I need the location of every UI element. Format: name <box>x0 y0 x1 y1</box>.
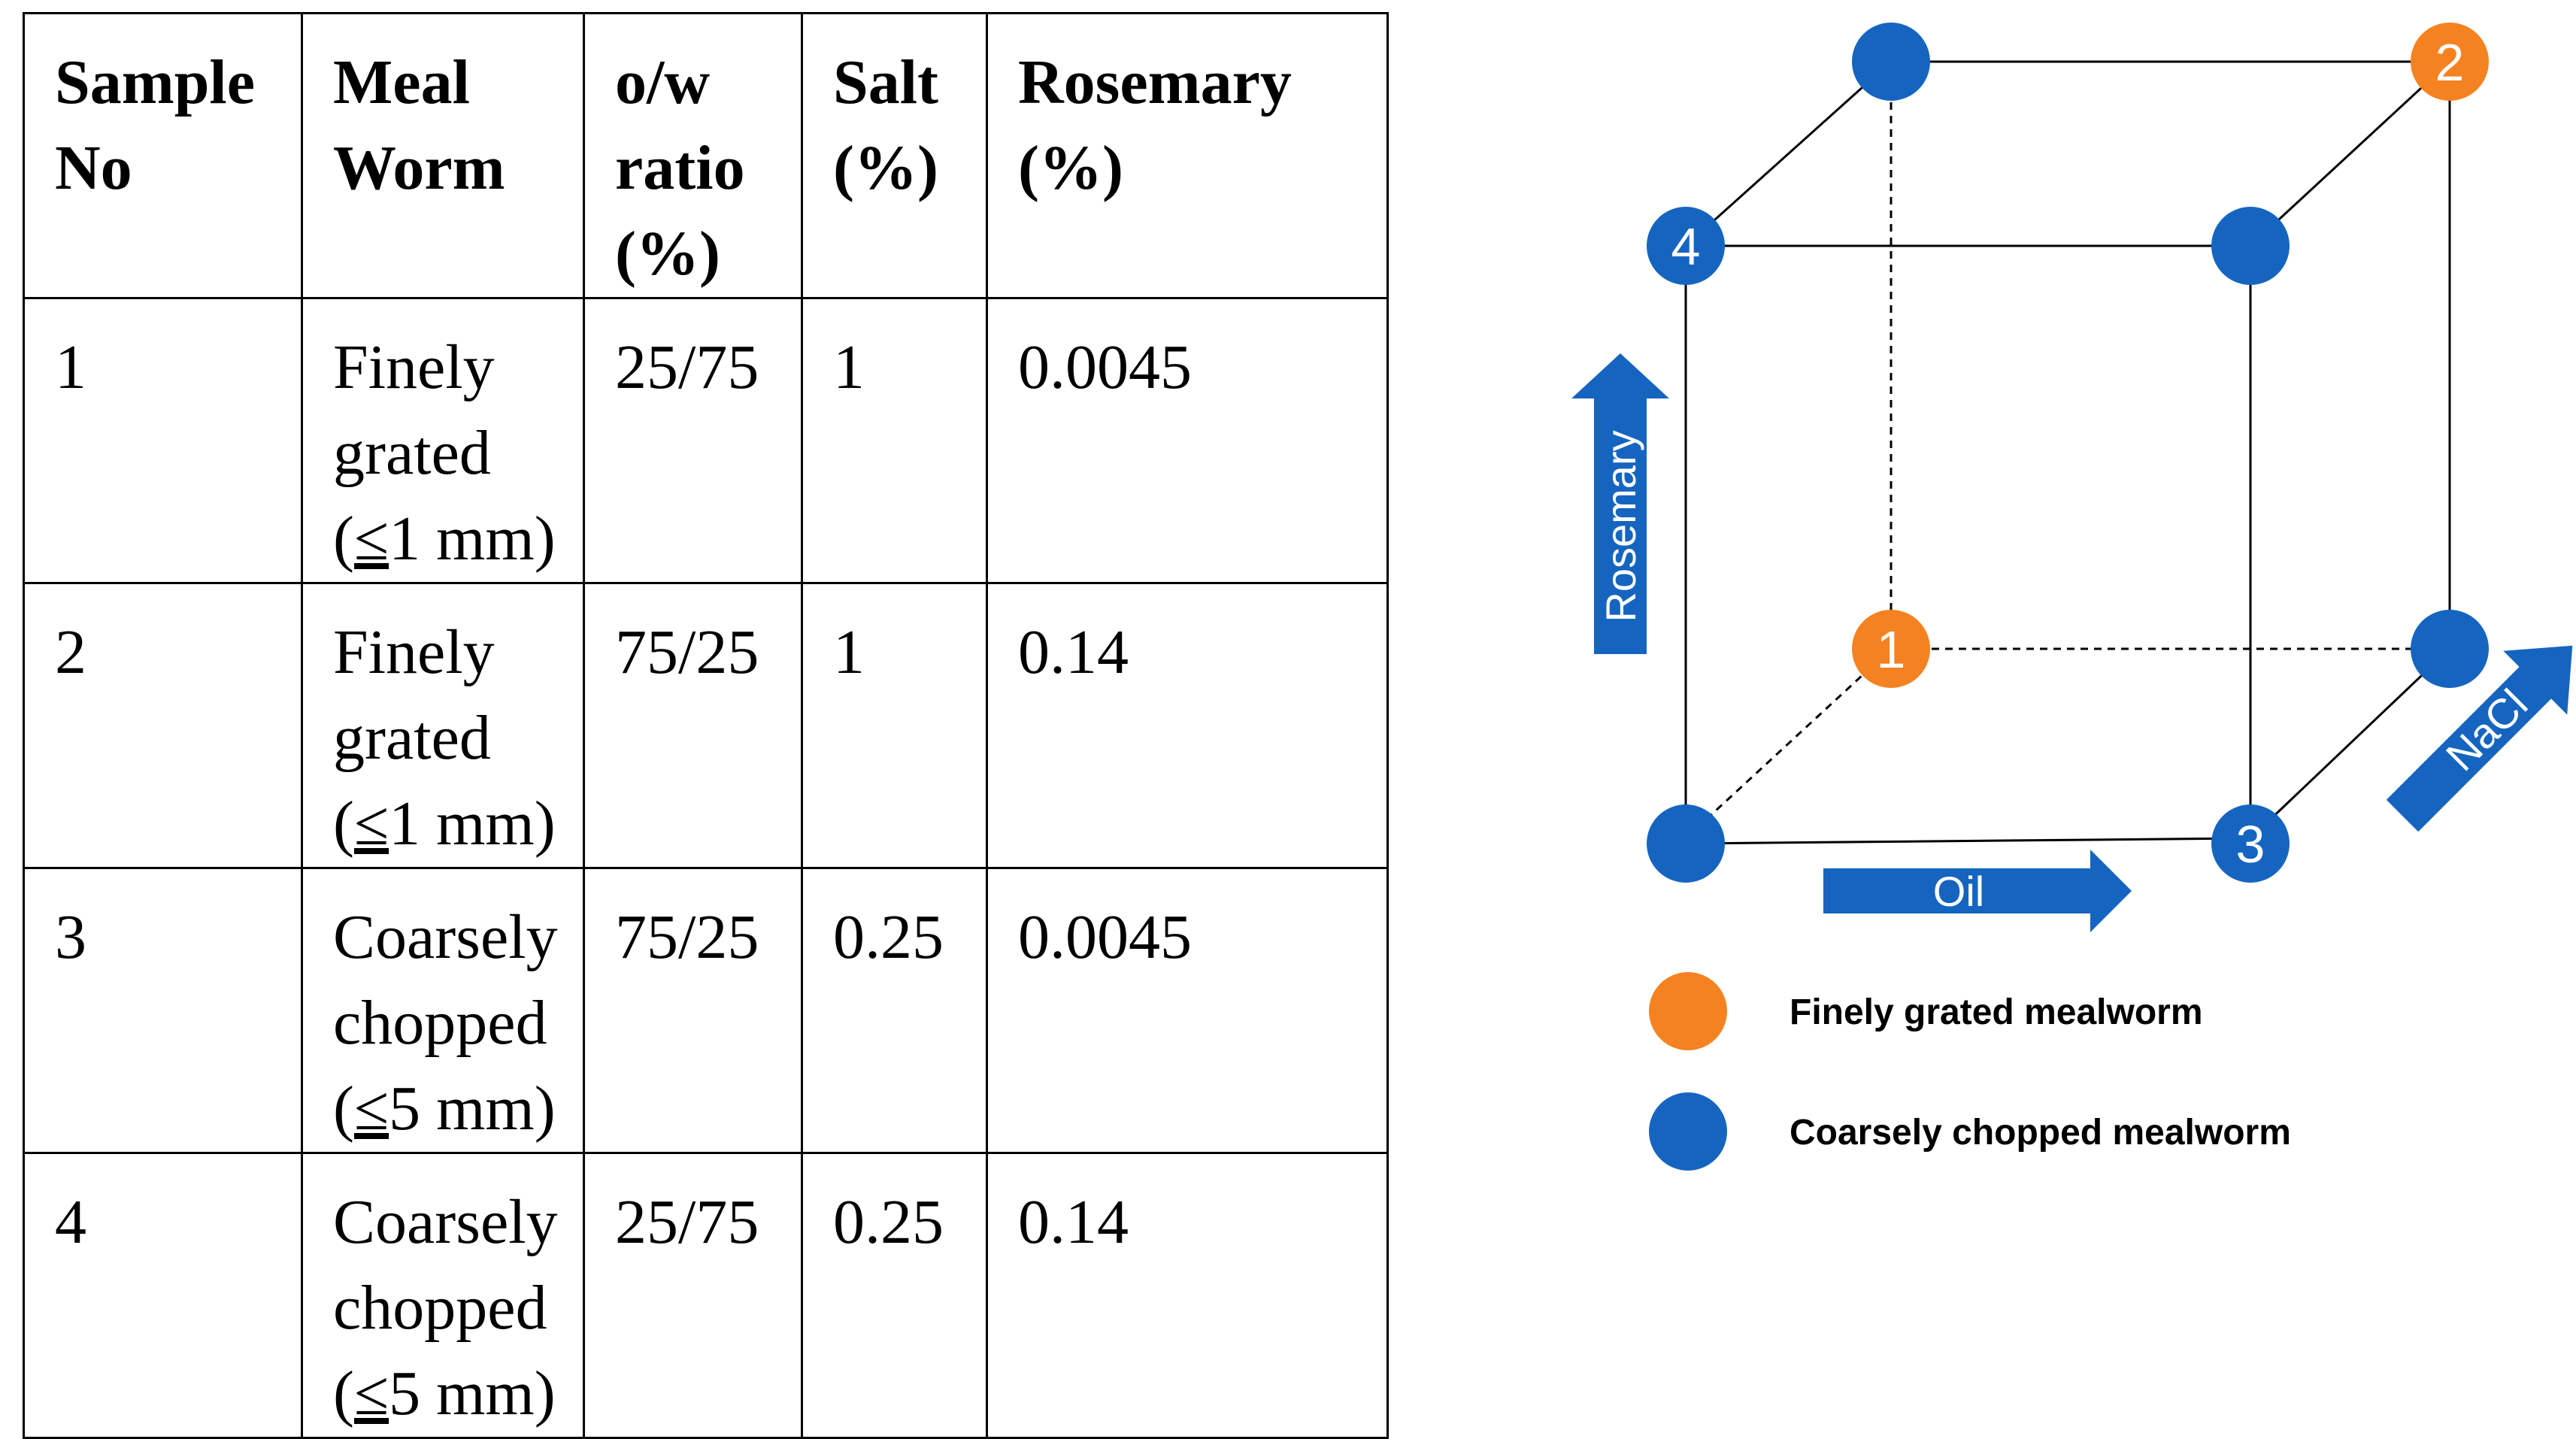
cell-ow-ratio: 75/25 <box>583 867 803 1154</box>
cell-meal-worm: Finely grated (≤1 mm) <box>301 582 585 869</box>
cell-salt: 1 <box>801 582 988 869</box>
legend-orange-label: Finely grated mealworm <box>1790 992 2203 1032</box>
cell-ow-ratio: 25/75 <box>583 297 803 584</box>
cell-meal-worm: Coarsely chopped (≤5 mm) <box>301 867 585 1154</box>
oil-arrow: Oil <box>1823 850 2132 932</box>
sample-table-container: Sample No Meal Worm o/w ratio (%) Salt (%) Ro… <box>23 12 1389 1439</box>
factorial-cube-diagram: Rosemary Oil NaCl 2 4 1 3 Finely grated … <box>1571 23 2573 1171</box>
edge-top-left <box>1684 60 1893 247</box>
cell-rosemary: 0.14 <box>986 1152 1389 1439</box>
header-sample-no: Sample No <box>23 12 303 299</box>
node-bottom-front-left <box>1647 804 1725 883</box>
header-rosemary: Rosemary (%) <box>986 12 1389 299</box>
oil-arrow-label: Oil <box>1933 868 1984 915</box>
cell-rosemary: 0.0045 <box>986 867 1389 1154</box>
sample-table: Sample No Meal Worm o/w ratio (%) Salt (%) Ro… <box>23 12 1389 1439</box>
cell-rosemary: 0.0045 <box>986 297 1389 584</box>
node-2-label: 2 <box>2435 33 2465 92</box>
cell-sample-no: 1 <box>23 297 303 584</box>
cell-salt: 0.25 <box>801 1152 988 1439</box>
table-header-row: Sample No Meal Worm o/w ratio (%) Salt (%) Ro… <box>23 12 1389 299</box>
node-4 <box>1647 207 1725 285</box>
node-3 <box>2211 804 2290 883</box>
table-row: 2 Finely grated (≤1 mm) 75/25 1 0.14 <box>23 582 1389 869</box>
node-top-back-left <box>1852 23 1930 101</box>
edge-top-right <box>2249 60 2451 247</box>
cell-meal-worm: Finely grated (≤1 mm) <box>301 297 585 584</box>
cell-sample-no: 4 <box>23 1152 303 1439</box>
oil-arrow-shape <box>1823 850 2132 932</box>
table-row: 4 Coarsely chopped (≤5 mm) 25/75 0.25 0.14 <box>23 1152 1389 1439</box>
nacl-arrow: NaCl <box>2386 645 2573 832</box>
cell-salt: 1 <box>801 297 988 584</box>
node-1-label: 1 <box>1877 620 1906 679</box>
header-ow-ratio: o/w ratio (%) <box>583 12 803 299</box>
cell-ow-ratio: 75/25 <box>583 582 803 869</box>
nacl-arrow-shape <box>2386 645 2573 832</box>
legend-orange-swatch <box>1649 972 1727 1050</box>
cell-meal-worm: Coarsely chopped (≤5 mm) <box>301 1152 585 1439</box>
edge-bottom-front <box>1685 837 2251 845</box>
node-2 <box>2411 23 2489 101</box>
header-meal-worm: Meal Worm <box>301 12 585 299</box>
cell-sample-no: 2 <box>23 582 303 869</box>
table-row: 3 Coarsely chopped (≤5 mm) 75/25 0.25 0.00… <box>23 867 1389 1154</box>
legend: Finely grated mealworm Coarsely chopped … <box>1649 972 2291 1171</box>
rosemary-arrow: Rosemary <box>1571 353 1669 654</box>
legend-blue-swatch <box>1649 1092 1727 1171</box>
node-1 <box>1852 610 1930 688</box>
cell-sample-no: 3 <box>23 867 303 1154</box>
cube-nodes: 2 4 1 3 <box>1647 23 2489 883</box>
node-4-label: 4 <box>1671 217 1701 276</box>
cell-ow-ratio: 25/75 <box>583 1152 803 1439</box>
cube-hidden-edges <box>1684 62 2450 840</box>
rosemary-arrow-label: Rosemary <box>1597 430 1644 622</box>
edge-hidden-bottom-left <box>1684 647 1893 840</box>
node-bottom-back-right <box>2411 610 2489 688</box>
edge-bottom-right <box>2249 647 2451 840</box>
table-row: 1 Finely grated (≤1 mm) 25/75 1 0.0045 <box>23 297 1389 584</box>
legend-blue-label: Coarsely chopped mealworm <box>1790 1113 2291 1153</box>
node-top-front-right <box>2211 207 2290 285</box>
header-salt: Salt (%) <box>801 12 988 299</box>
rosemary-arrow-shape <box>1571 353 1669 654</box>
node-3-label: 3 <box>2236 815 2265 874</box>
cell-salt: 0.25 <box>801 867 988 1154</box>
cell-rosemary: 0.14 <box>986 582 1389 869</box>
cube-edges <box>1684 60 2451 845</box>
